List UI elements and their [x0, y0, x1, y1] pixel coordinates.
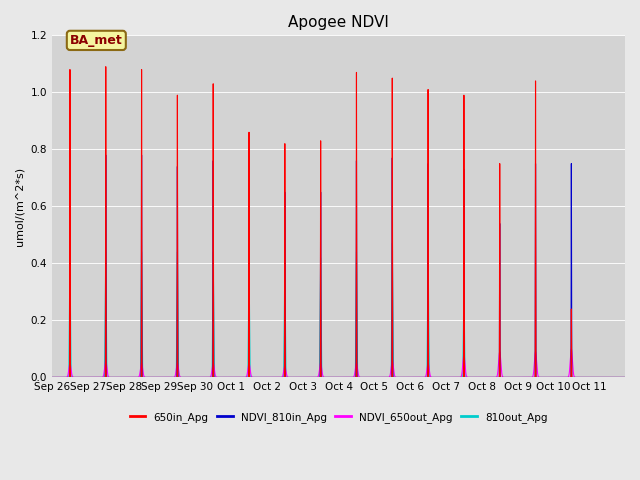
Line: 650in_Apg: 650in_Apg [52, 67, 625, 377]
Y-axis label: umol/(m^2*s): umol/(m^2*s) [15, 167, 25, 246]
NDVI_650out_Apg [77, 374, 84, 380]
650in_Apg [102, 64, 109, 70]
NDVI_810in_Apg [412, 374, 420, 380]
810out_Apg [473, 374, 481, 380]
Title: Apogee NDVI: Apogee NDVI [288, 15, 389, 30]
NDVI_810in_Apg [387, 374, 395, 380]
NDVI_810in_Apg [48, 374, 56, 380]
NDVI_810in_Apg [256, 374, 264, 380]
810out_Apg [77, 374, 84, 380]
650in_Apg [77, 374, 84, 380]
650in_Apg [387, 374, 395, 380]
NDVI_810in_Apg [66, 152, 74, 158]
NDVI_810in_Apg [473, 374, 481, 380]
NDVI_650out_Apg [473, 374, 481, 380]
NDVI_650out_Apg [568, 346, 575, 352]
NDVI_810in_Apg [77, 374, 84, 380]
810out_Apg [504, 374, 511, 380]
650in_Apg [256, 374, 264, 380]
Text: BA_met: BA_met [70, 34, 123, 47]
NDVI_650out_Apg [621, 374, 629, 380]
810out_Apg [388, 240, 396, 246]
NDVI_650out_Apg [255, 374, 263, 380]
Line: NDVI_810in_Apg: NDVI_810in_Apg [52, 155, 625, 377]
810out_Apg [48, 374, 56, 380]
650in_Apg [473, 374, 481, 380]
810out_Apg [387, 374, 395, 380]
650in_Apg [504, 374, 511, 380]
Line: NDVI_650out_Apg: NDVI_650out_Apg [52, 349, 625, 377]
NDVI_810in_Apg [621, 374, 629, 380]
810out_Apg [255, 374, 263, 380]
650in_Apg [48, 374, 56, 380]
650in_Apg [412, 374, 420, 380]
NDVI_650out_Apg [48, 374, 56, 380]
NDVI_810in_Apg [504, 374, 511, 380]
Legend: 650in_Apg, NDVI_810in_Apg, NDVI_650out_Apg, 810out_Apg: 650in_Apg, NDVI_810in_Apg, NDVI_650out_A… [125, 408, 552, 427]
810out_Apg [621, 374, 629, 380]
Line: 810out_Apg: 810out_Apg [52, 243, 625, 377]
NDVI_650out_Apg [609, 374, 617, 380]
650in_Apg [621, 374, 629, 380]
NDVI_650out_Apg [412, 374, 420, 380]
NDVI_650out_Apg [504, 374, 511, 380]
NDVI_650out_Apg [387, 366, 395, 372]
810out_Apg [412, 374, 420, 380]
